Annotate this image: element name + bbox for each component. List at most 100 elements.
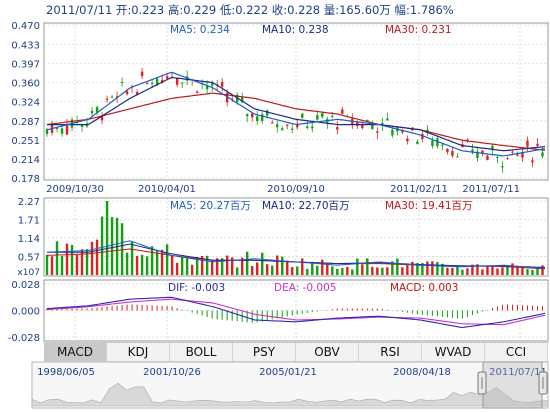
candle-body bbox=[45, 129, 49, 134]
volume-bar bbox=[70, 245, 74, 275]
volume-bar bbox=[185, 258, 189, 275]
volume-bar bbox=[351, 269, 354, 275]
volume-bar bbox=[271, 265, 274, 275]
candle-body bbox=[261, 114, 264, 122]
candle-body bbox=[195, 91, 199, 93]
ma30-legend: MA30: 0.231 bbox=[385, 24, 452, 36]
candle-body bbox=[496, 156, 499, 158]
volume-bar bbox=[205, 255, 209, 275]
candle-body bbox=[160, 79, 164, 83]
candle-body bbox=[110, 96, 114, 98]
volume-bar bbox=[220, 258, 224, 275]
navigator-date: 2011/07/11 bbox=[489, 367, 547, 378]
candle-body bbox=[180, 82, 184, 84]
navigator-date: 2005/01/21 bbox=[259, 367, 317, 378]
candle-body bbox=[225, 92, 229, 103]
candle-body bbox=[281, 128, 284, 131]
price-x-tick: 2010/04/01 bbox=[138, 184, 196, 195]
candle-body bbox=[371, 124, 374, 130]
candle-body bbox=[341, 109, 344, 114]
tab-macd[interactable]: MACD bbox=[44, 343, 107, 361]
volume-bar bbox=[230, 257, 234, 275]
volume-bar bbox=[145, 256, 149, 275]
volume-bar bbox=[316, 265, 319, 275]
candle-body bbox=[481, 150, 484, 154]
candle-body bbox=[471, 149, 474, 152]
volume-bar bbox=[446, 267, 449, 275]
candle-body bbox=[516, 154, 519, 156]
volume-bar bbox=[155, 250, 159, 275]
tab-boll[interactable]: BOLL bbox=[170, 343, 233, 361]
volume-bar bbox=[346, 266, 349, 275]
candle-body bbox=[361, 125, 364, 129]
candle-body bbox=[220, 82, 224, 87]
tab-rsi[interactable]: RSI bbox=[359, 343, 422, 361]
candle-body bbox=[441, 144, 444, 146]
candle-body bbox=[60, 128, 64, 134]
volume-bar bbox=[60, 255, 64, 275]
candle-body bbox=[526, 140, 529, 147]
volume-bar bbox=[376, 267, 379, 275]
volume-bar bbox=[296, 266, 299, 275]
volume-bar bbox=[321, 259, 324, 275]
candle-body bbox=[486, 155, 489, 161]
ma5-legend: MA5: 0.234 bbox=[170, 24, 230, 36]
candle-body bbox=[311, 126, 314, 129]
tab-cci[interactable]: CCI bbox=[485, 343, 548, 361]
vol-ma30-legend: MA30: 19.41百万 bbox=[385, 200, 473, 212]
candle-body bbox=[120, 82, 124, 84]
volume-bar bbox=[331, 266, 334, 275]
volume-bar bbox=[105, 201, 109, 275]
volume-bar bbox=[431, 261, 434, 275]
vol-ma5-legend: MA5: 20.27百万 bbox=[170, 200, 251, 212]
candle-body bbox=[436, 138, 439, 147]
volume-bar bbox=[130, 241, 134, 275]
volume-bar bbox=[175, 262, 179, 275]
candle-body bbox=[451, 151, 454, 156]
candle-body bbox=[291, 128, 294, 130]
candle-body bbox=[55, 127, 59, 130]
tab-obv[interactable]: OBV bbox=[296, 343, 359, 361]
candle-body bbox=[491, 145, 494, 150]
volume-bar bbox=[491, 266, 494, 275]
tab-kdj[interactable]: KDJ bbox=[107, 343, 170, 361]
volume-bar bbox=[85, 249, 89, 275]
volume-bar bbox=[301, 258, 304, 275]
price-x-tick: 2011/02/11 bbox=[390, 184, 448, 195]
volume-bar bbox=[411, 261, 414, 275]
candle-body bbox=[511, 151, 514, 153]
volume-bar bbox=[170, 255, 174, 275]
volume-bar bbox=[55, 241, 59, 275]
volume-y-tick: 2.27 bbox=[18, 197, 40, 208]
candle-body bbox=[256, 116, 259, 121]
volume-bar bbox=[235, 267, 239, 275]
volume-bar bbox=[481, 269, 484, 275]
candle-body bbox=[266, 110, 269, 116]
volume-bar bbox=[506, 265, 509, 275]
candle-body bbox=[150, 82, 154, 84]
candle-body bbox=[421, 133, 424, 140]
volume-bar bbox=[326, 264, 329, 275]
tab-psy[interactable]: PSY bbox=[233, 343, 296, 361]
candle-body bbox=[246, 113, 249, 117]
volume-bar bbox=[441, 263, 444, 275]
dif-line bbox=[46, 296, 546, 329]
volume-bar bbox=[125, 252, 129, 275]
volume-bar bbox=[266, 264, 269, 275]
candle-body bbox=[521, 152, 524, 158]
volume-bar bbox=[416, 263, 419, 275]
navigator-date: 2008/04/18 bbox=[393, 367, 451, 378]
price-y-tick: 0.397 bbox=[11, 59, 40, 70]
tab-wvad[interactable]: WVAD bbox=[422, 343, 485, 361]
dea-legend: DEA: -0.005 bbox=[274, 282, 336, 294]
price-y-tick: 0.324 bbox=[11, 98, 40, 109]
navigator-selection bbox=[482, 361, 543, 409]
navigator-silhouette bbox=[31, 382, 549, 407]
volume-bar bbox=[526, 269, 529, 275]
ma30-line bbox=[46, 92, 546, 151]
dif-legend: DIF: -0.003 bbox=[168, 282, 225, 294]
volume-bar bbox=[456, 266, 459, 275]
volume-bar bbox=[65, 243, 69, 275]
ma5-line bbox=[46, 71, 546, 157]
